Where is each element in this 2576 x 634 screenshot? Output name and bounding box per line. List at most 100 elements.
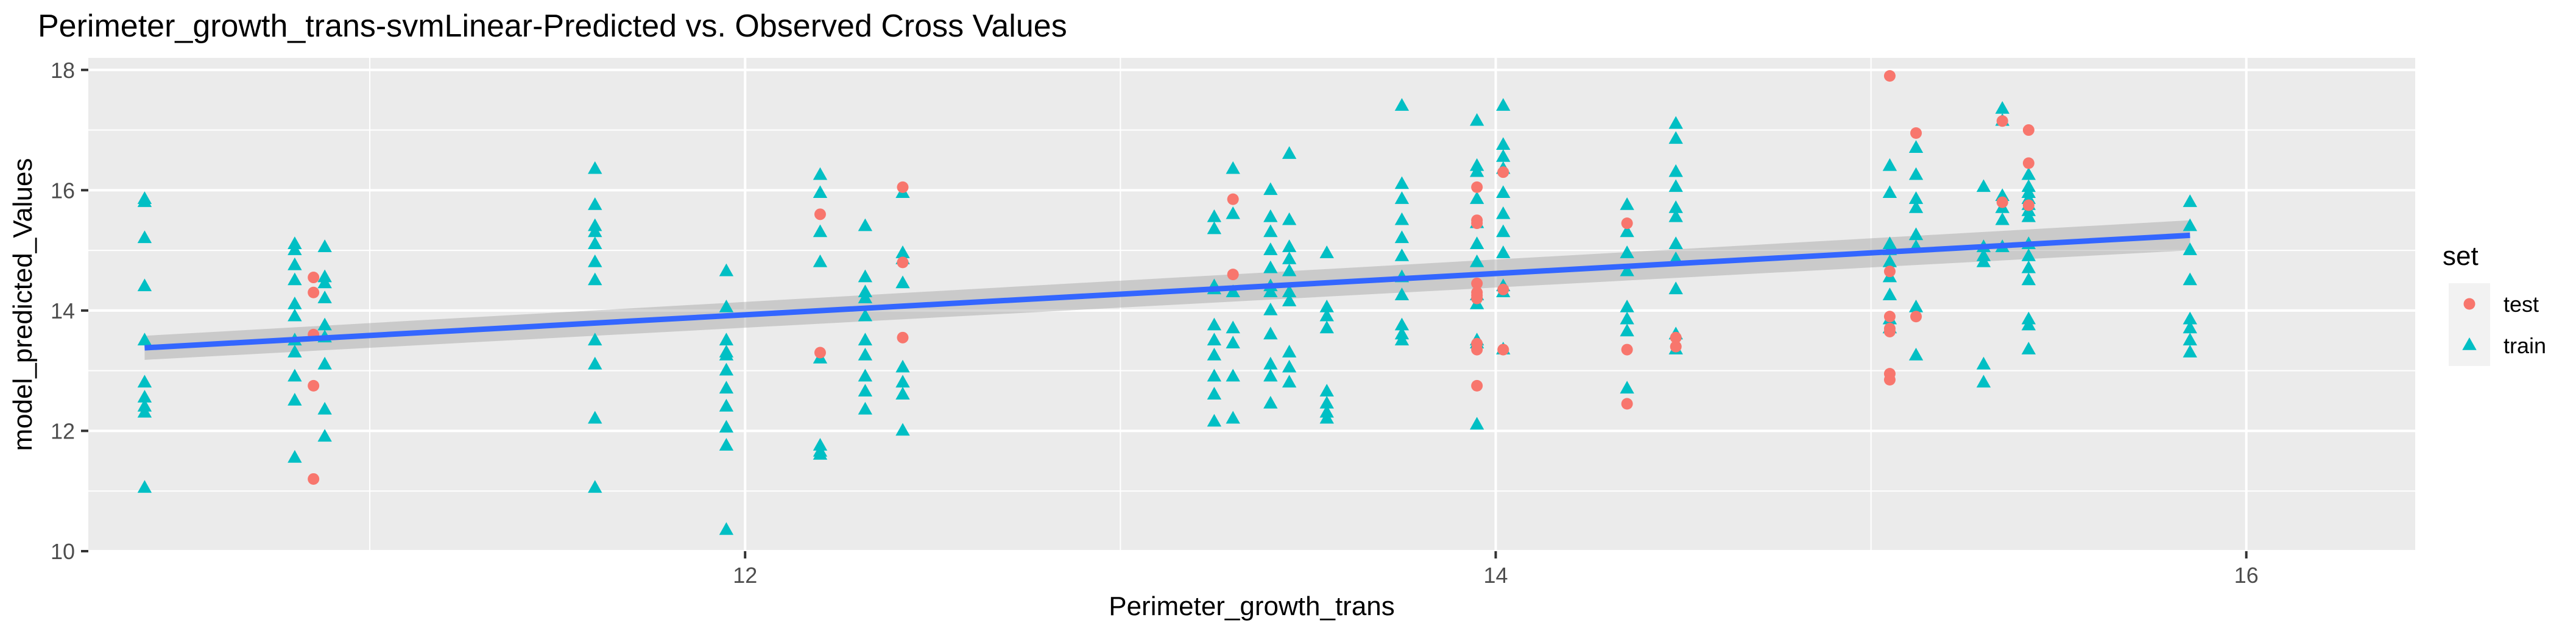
train-point	[719, 522, 734, 535]
train-point	[1319, 320, 1334, 334]
test-point	[1883, 311, 1896, 323]
train-point	[858, 308, 873, 322]
train-point	[588, 254, 602, 267]
train-point	[1882, 254, 1897, 267]
train-point	[588, 224, 602, 238]
y-axis-label: model_predicted_Values	[8, 158, 38, 451]
test-point	[897, 331, 909, 343]
train-point	[895, 375, 910, 388]
train-point	[1263, 356, 1278, 370]
train-point	[1319, 395, 1334, 409]
train-point	[2183, 194, 2198, 207]
y-tick-label: 18	[51, 58, 75, 83]
train-point	[288, 242, 302, 255]
test-point	[308, 286, 320, 298]
train-point	[1263, 368, 1278, 382]
train-point	[588, 480, 602, 493]
test-point	[308, 473, 320, 485]
train-point	[1319, 410, 1334, 424]
y-axis: 10 12 14 16 18	[51, 58, 88, 564]
train-point	[719, 398, 734, 412]
train-point	[1976, 356, 1991, 370]
train-point	[1394, 98, 1410, 111]
train-point	[588, 272, 602, 286]
train-point	[1496, 98, 1511, 111]
legend-title: set	[2443, 241, 2479, 271]
train-point	[1976, 179, 1991, 192]
train-point	[1469, 236, 1484, 250]
train-point	[1207, 209, 1222, 222]
legend-swatch-train	[2462, 337, 2477, 350]
legend-label-test: test	[2504, 292, 2539, 317]
train-point	[1620, 311, 1634, 325]
train-point	[2183, 333, 2198, 346]
train-point	[588, 161, 602, 174]
train-point	[858, 368, 873, 382]
train-point	[1995, 100, 2010, 114]
train-point	[895, 275, 910, 289]
train-point	[1620, 224, 1634, 238]
train-point	[1263, 302, 1278, 315]
train-point	[2021, 167, 2036, 180]
train-point	[858, 347, 873, 361]
test-point	[1910, 127, 1922, 139]
train-point	[1908, 200, 1924, 213]
train-point	[288, 393, 302, 406]
train-point	[137, 390, 152, 403]
train-point	[858, 269, 873, 283]
train-point	[317, 429, 332, 442]
train-point	[1282, 239, 1297, 252]
test-point	[308, 272, 320, 284]
x-tick-label: 14	[1483, 563, 1508, 588]
train-point	[137, 375, 152, 388]
train-point	[137, 230, 152, 244]
train-point	[1668, 200, 1683, 213]
train-point	[1394, 317, 1410, 331]
train-point	[288, 297, 302, 309]
train-point	[1668, 179, 1683, 192]
train-point	[2183, 218, 2198, 231]
test-point	[1227, 193, 1239, 205]
train-point	[1882, 185, 1897, 199]
minor-gridlines	[88, 58, 2415, 551]
y-tick-label: 10	[51, 539, 75, 564]
train-point	[1908, 347, 1924, 361]
train-point	[719, 263, 734, 276]
test-point	[1883, 266, 1896, 278]
train-point	[1282, 375, 1297, 388]
test-point	[1227, 269, 1239, 281]
train-point	[1226, 336, 1240, 349]
train-point	[719, 420, 734, 433]
train-point	[1496, 206, 1511, 219]
train-point	[137, 333, 152, 346]
train-point	[1668, 236, 1683, 250]
train-point	[1496, 137, 1511, 150]
train-point	[1469, 164, 1484, 177]
test-point	[1471, 277, 1483, 289]
train-point	[1394, 248, 1410, 261]
train-point	[2183, 242, 2198, 255]
train-point	[1207, 317, 1222, 331]
train-point	[1882, 287, 1897, 300]
test-point	[2022, 199, 2034, 211]
test-point	[1471, 181, 1483, 193]
y-tick-label: 12	[51, 418, 75, 443]
train-point	[1207, 387, 1222, 400]
train-point	[1207, 221, 1222, 234]
train-point	[1319, 245, 1334, 258]
train-point	[1620, 381, 1634, 394]
test-point	[814, 208, 826, 220]
test-point	[2022, 124, 2034, 136]
train-point	[1226, 410, 1240, 424]
train-point	[317, 317, 332, 331]
legend-swatch-test	[2463, 298, 2475, 310]
train-point	[288, 345, 302, 358]
train-point	[1263, 284, 1278, 298]
train-point	[1226, 284, 1240, 298]
train-point	[719, 381, 734, 394]
train-point	[813, 224, 828, 238]
train-point	[1226, 368, 1240, 382]
train-point	[1620, 323, 1634, 337]
y-tick-label: 16	[51, 178, 75, 203]
train-point	[2183, 311, 2198, 325]
